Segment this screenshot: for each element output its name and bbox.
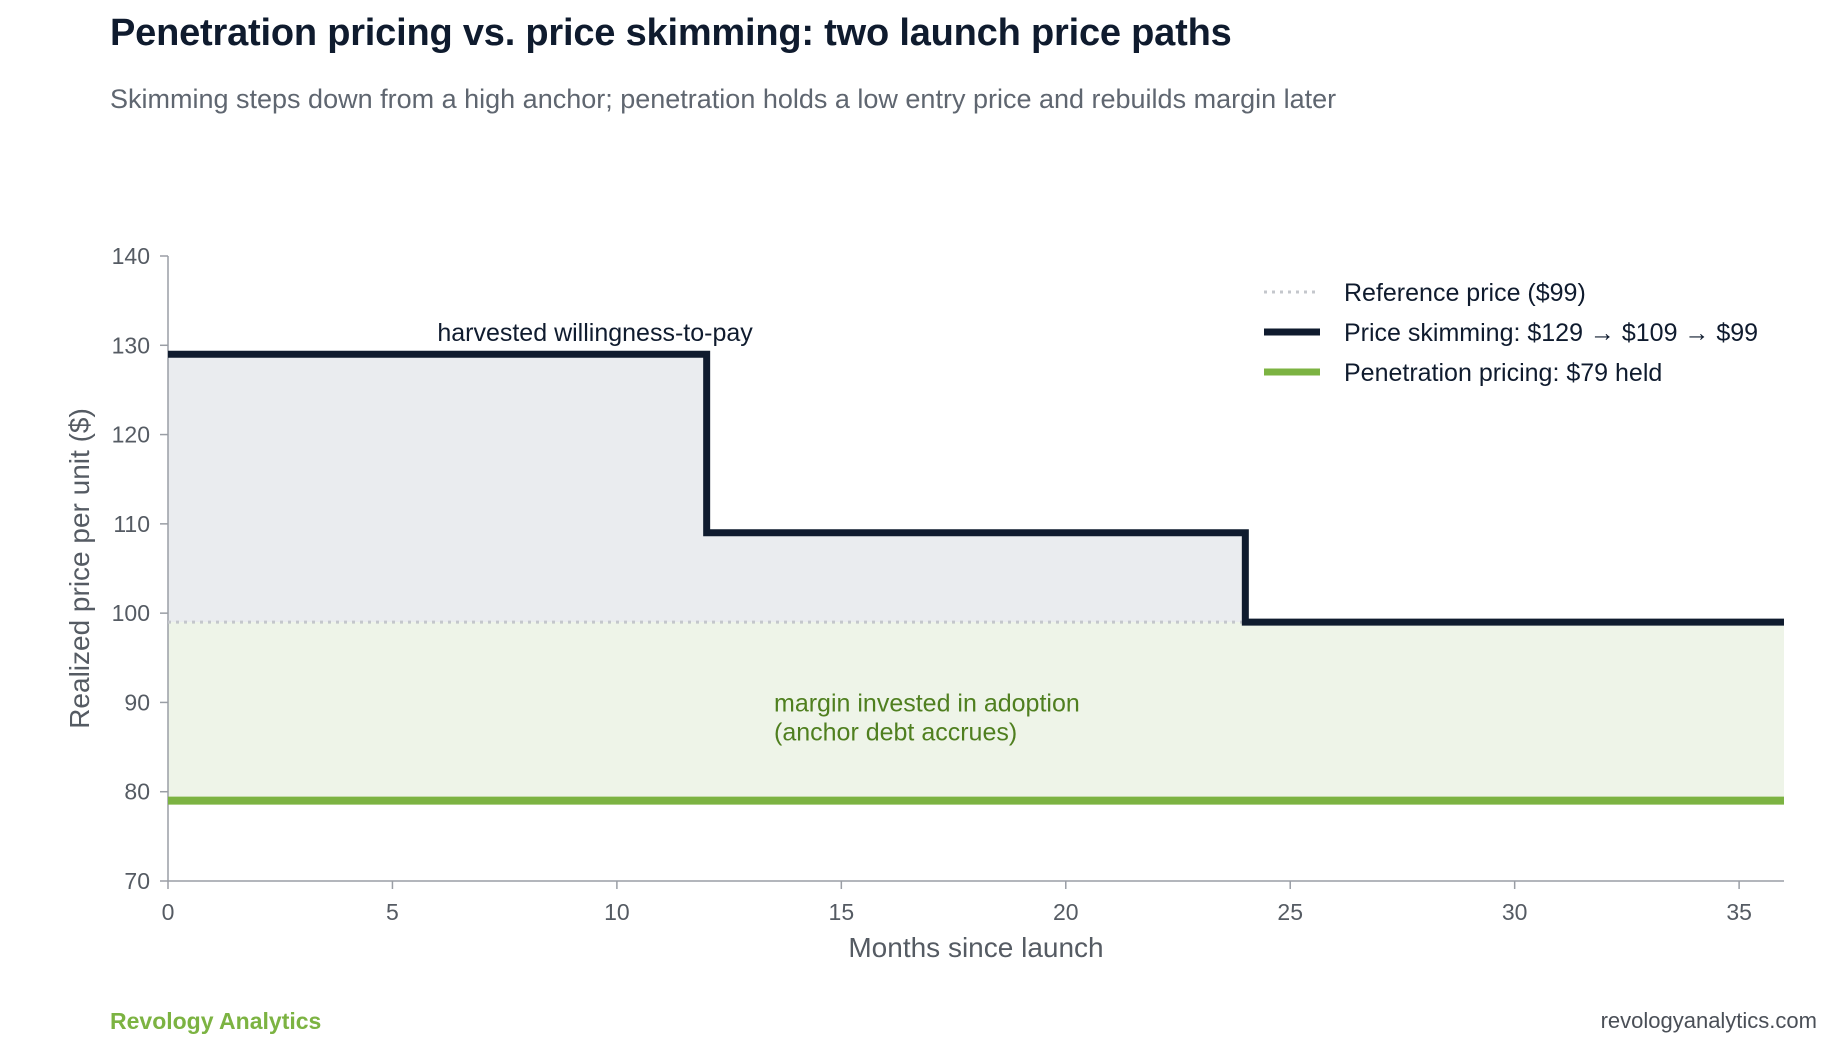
x-axis-title: Months since launch	[848, 932, 1103, 963]
y-tick-label: 70	[124, 868, 150, 894]
annotations: harvested willingness-to-pay margin inves…	[437, 319, 1079, 747]
x-tick-label: 0	[162, 899, 175, 925]
x-tick-label: 20	[1053, 899, 1079, 925]
brand-url[interactable]: revologyanalytics.com	[1600, 1008, 1817, 1033]
region-margin-invested	[168, 622, 1784, 801]
axes: 70 80 90 100 110 120 130 140 0 5 10 15 20 25 30 35 Month…	[64, 243, 1784, 963]
y-tick-label: 130	[112, 332, 150, 358]
y-tick-label: 100	[112, 600, 150, 626]
annotation-margin-invested: margin invested in adoption	[774, 689, 1080, 717]
annotation-harvested: harvested willingness-to-pay	[437, 319, 753, 347]
x-tick-label: 15	[829, 899, 855, 925]
annotation-margin-invested: (anchor debt accrues)	[774, 718, 1017, 746]
y-tick-label: 140	[112, 243, 150, 269]
x-tick-label: 25	[1277, 899, 1303, 925]
x-tick-label: 10	[604, 899, 630, 925]
series-lines	[168, 350, 1784, 805]
region-harvested	[168, 354, 1784, 623]
legend-label: Reference price ($99)	[1344, 279, 1586, 307]
shaded-regions	[168, 354, 1784, 801]
chart-title: Penetration pricing vs. price skimming: …	[110, 12, 1232, 54]
y-tick-label: 110	[113, 511, 150, 537]
x-tick-label: 35	[1726, 899, 1752, 925]
x-tick-label: 30	[1502, 899, 1528, 925]
y-tick-label: 80	[124, 779, 150, 805]
x-tick-label: 5	[386, 899, 399, 925]
y-tick-label: 90	[124, 689, 150, 715]
series-price-skimming	[168, 350, 1784, 626]
legend-label: Price skimming: $129 → $109 → $99	[1344, 319, 1758, 347]
brand-name: Revology Analytics	[110, 1008, 322, 1034]
chart-subtitle: Skimming steps down from a high anchor; …	[110, 84, 1337, 114]
legend: Reference price ($99) Price skimming: $12…	[1264, 279, 1758, 387]
y-axis-title: Realized price per unit ($)	[64, 408, 95, 729]
legend-label: Penetration pricing: $79 held	[1344, 359, 1662, 387]
y-tick-label: 120	[112, 422, 150, 448]
